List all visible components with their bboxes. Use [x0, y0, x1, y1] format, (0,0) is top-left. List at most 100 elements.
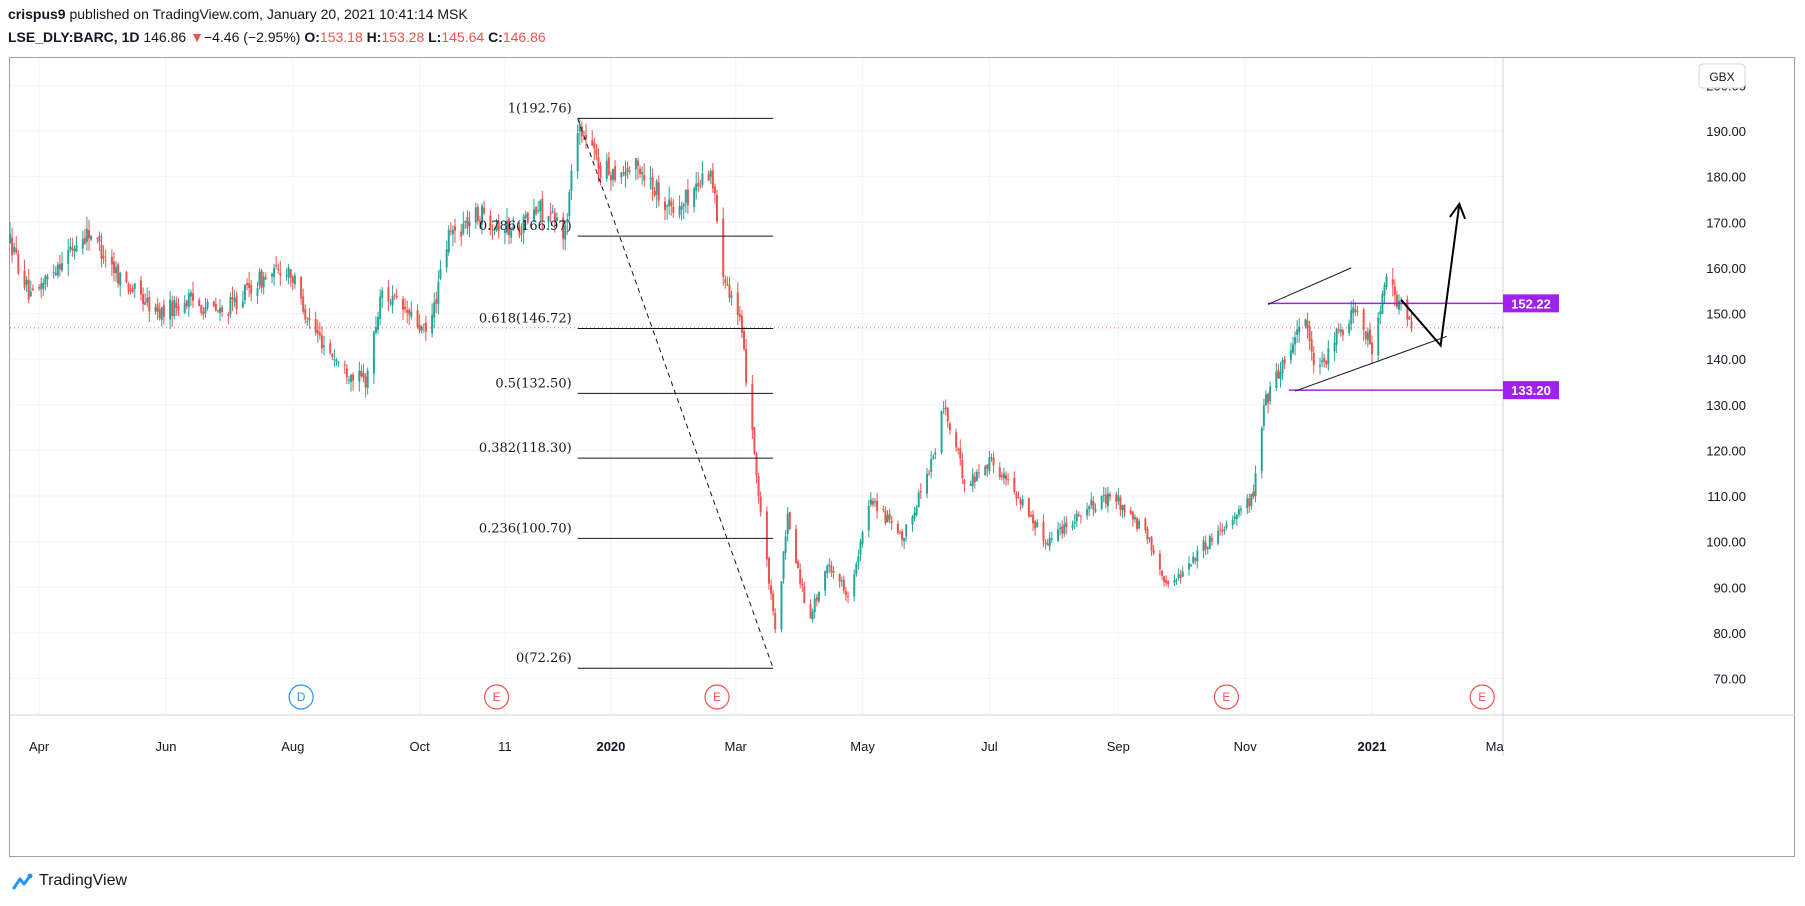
- candle-body: [1277, 369, 1280, 379]
- candle-body: [75, 245, 78, 252]
- candle-body: [730, 295, 733, 298]
- candle-body: [1395, 295, 1398, 307]
- x-tick-label: Mar: [725, 739, 748, 754]
- candle-body: [846, 596, 849, 598]
- candle-body: [1179, 574, 1182, 578]
- x-tick-label: 11: [498, 739, 512, 754]
- candle-body: [553, 212, 556, 223]
- candle-body: [350, 374, 353, 383]
- candle-body: [1021, 499, 1024, 506]
- candle-body: [882, 508, 885, 510]
- candle-body: [934, 452, 937, 455]
- candle-body: [971, 474, 974, 487]
- candle-body: [1015, 493, 1018, 499]
- candle-body: [784, 536, 787, 553]
- candle-body: [185, 300, 188, 307]
- candle-body: [1019, 499, 1022, 505]
- candle-body: [713, 186, 716, 194]
- candle-body: [104, 259, 107, 261]
- candle-body: [420, 326, 423, 331]
- candle-body: [29, 291, 32, 297]
- candle-body: [767, 558, 770, 584]
- candle-body: [743, 331, 746, 350]
- candle-body: [701, 173, 704, 185]
- candle-body: [379, 296, 382, 319]
- candle-body: [287, 267, 290, 278]
- x-tick-label: Apr: [29, 739, 50, 754]
- candle-body: [562, 217, 565, 239]
- tradingview-logo[interactable]: TradingView: [8, 872, 127, 890]
- candle-body: [1017, 497, 1020, 499]
- candle-body: [395, 295, 398, 297]
- candle-body: [1086, 509, 1089, 516]
- candle-body: [1042, 521, 1045, 541]
- candle-body: [1115, 494, 1118, 503]
- candle-body: [58, 264, 61, 270]
- price-change: −4.46 (−2.95%): [203, 29, 301, 45]
- candle-body: [1032, 514, 1035, 524]
- fib-trend-line: [577, 118, 774, 669]
- candle-body: [329, 343, 332, 353]
- candle-body: [418, 324, 421, 331]
- candle-body: [154, 307, 157, 312]
- candle-body: [1027, 497, 1030, 517]
- candle-body: [1248, 498, 1251, 507]
- candle-body: [464, 220, 467, 223]
- published-text: published on TradingView.com, January 20…: [69, 6, 468, 22]
- candle-body: [944, 407, 947, 410]
- candle-body: [668, 199, 671, 207]
- candle-body: [672, 206, 675, 213]
- candle-body: [844, 590, 847, 596]
- candle-body: [246, 283, 249, 286]
- candle-body: [614, 166, 617, 181]
- candle-body: [1092, 501, 1095, 510]
- candle-body: [221, 307, 224, 312]
- candle-body: [655, 181, 658, 195]
- candle-body: [200, 304, 203, 313]
- fib-level-label: 1(192.76): [508, 101, 572, 116]
- candle-body: [699, 185, 702, 187]
- author-name[interactable]: crispus9: [8, 6, 66, 22]
- x-tick-label: May: [850, 739, 875, 754]
- candle-body: [1163, 576, 1166, 582]
- candle-body: [229, 297, 232, 315]
- x-tick-label: Oct: [410, 739, 431, 754]
- candle-body: [1408, 316, 1411, 320]
- candle-body: [988, 457, 991, 472]
- candle-body: [1000, 475, 1003, 478]
- candle-body: [505, 220, 508, 233]
- candle-body: [903, 537, 906, 542]
- event-marker: [483, 684, 510, 710]
- candle-body: [131, 288, 134, 293]
- fib-level-label: 0(72.26): [516, 651, 572, 666]
- candle-body: [1136, 518, 1139, 529]
- candle-body: [71, 247, 74, 250]
- candle-body: [177, 306, 180, 311]
- candle-body: [946, 408, 949, 422]
- candle-body: [214, 304, 217, 311]
- candle-body: [258, 271, 261, 286]
- candle-body: [1354, 309, 1357, 312]
- candle-body: [474, 207, 477, 223]
- candle-body: [940, 410, 943, 453]
- candle-body: [869, 499, 872, 505]
- candle-body: [216, 310, 219, 312]
- candle-body: [1119, 497, 1122, 511]
- x-tick-label: Sep: [1107, 739, 1130, 754]
- candle-body: [1410, 321, 1413, 328]
- candle-body: [855, 563, 858, 575]
- candle-body: [241, 301, 244, 308]
- candle-body: [564, 225, 567, 240]
- candle-body: [998, 467, 1001, 478]
- candle-body: [522, 216, 525, 233]
- candle-body: [160, 307, 163, 320]
- candle-body: [125, 271, 128, 283]
- candle-body: [626, 167, 629, 173]
- candle-body: [358, 370, 361, 382]
- candle-body: [191, 293, 194, 301]
- candle-body: [289, 269, 292, 278]
- candle-body: [140, 280, 143, 295]
- candle-body: [840, 580, 843, 582]
- candle-body: [838, 573, 841, 582]
